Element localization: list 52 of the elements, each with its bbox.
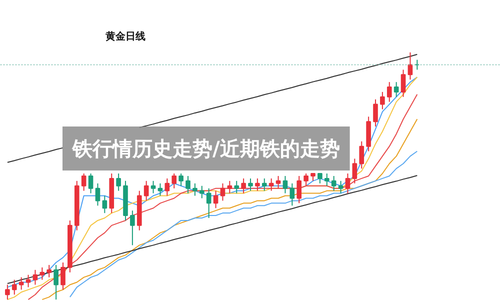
- candlestick: [276, 175, 281, 189]
- candlestick: [227, 180, 232, 194]
- candlestick: [32, 269, 38, 286]
- candlestick: [164, 178, 170, 196]
- candlestick: [130, 210, 135, 246]
- candlestick: [394, 82, 399, 98]
- candlestick: [102, 195, 108, 214]
- candlestick: [345, 173, 350, 194]
- candlestick: [290, 182, 295, 206]
- candlestick: [81, 173, 86, 192]
- candlestick: [12, 279, 17, 296]
- candlestick: [324, 173, 330, 186]
- candlestick: [296, 175, 302, 204]
- candlestick: [213, 190, 218, 209]
- candlestick: [304, 173, 308, 186]
- candlestick: [46, 264, 52, 278]
- candlestick: [318, 173, 322, 184]
- candlestick: [248, 178, 253, 192]
- candlestick: [150, 180, 156, 194]
- candlestick: [241, 178, 246, 194]
- candlestick: [373, 98, 378, 128]
- candlestick: [380, 91, 385, 110]
- candlestick: [338, 180, 344, 194]
- candlestick: [95, 182, 100, 206]
- candlestick: [54, 264, 58, 300]
- chart-title: 黄金日线: [104, 30, 146, 42]
- candlestick: [262, 178, 267, 192]
- candlestick: [206, 188, 212, 218]
- candlestick: [331, 175, 336, 192]
- candlestick: [400, 69, 406, 98]
- candlestick: [352, 158, 358, 184]
- candlestick: [282, 175, 288, 194]
- candlestick: [116, 173, 121, 192]
- candlestick: [220, 182, 226, 202]
- candlestick: [88, 173, 94, 194]
- candlestick: [26, 274, 31, 288]
- candlestick: [172, 173, 177, 189]
- candlestick: [40, 266, 45, 280]
- annotation: 铁行情历史走势/近期铁的走势: [72, 136, 340, 160]
- candlestick: [144, 180, 149, 202]
- candlestick: [60, 262, 66, 290]
- candlestick: [5, 284, 10, 300]
- candlestick: [255, 178, 260, 192]
- candlestick: [158, 182, 163, 196]
- candlestick: [234, 180, 240, 194]
- candlestick: [199, 185, 204, 199]
- candlestick: [186, 175, 190, 194]
- candlestick: [178, 173, 184, 186]
- candlestick: [386, 82, 392, 102]
- candlestick: [268, 178, 274, 192]
- candlestick: [192, 182, 198, 196]
- candlestick: [359, 140, 364, 170]
